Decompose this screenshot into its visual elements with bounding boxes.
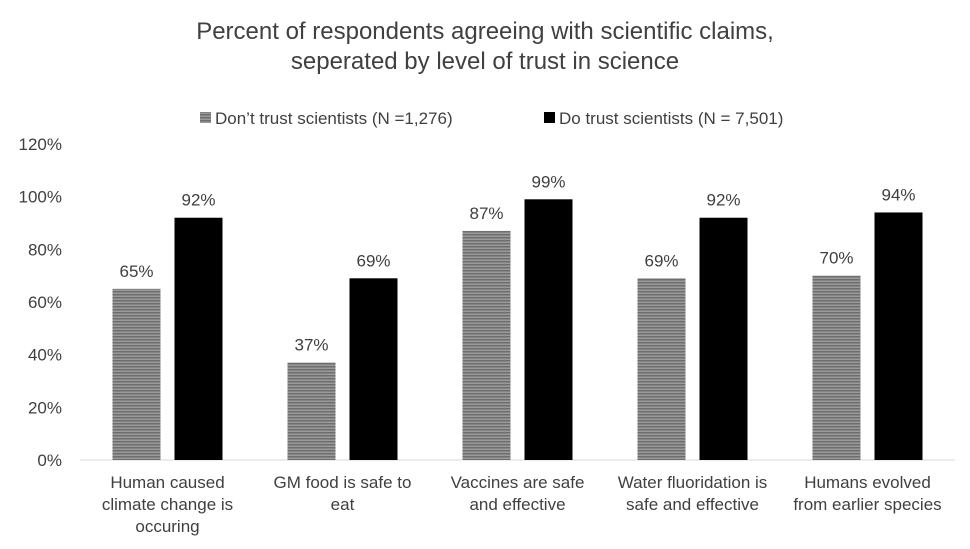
bar-do-trust [524,199,573,461]
category-label: Vaccines are safe [451,473,585,492]
chart-title-line-1: Percent of respondents agreeing with sci… [196,18,774,45]
y-tick-label: 120% [19,135,62,154]
data-label-dont-trust: 65% [119,262,153,281]
y-tick-label: 0% [37,451,62,470]
y-tick-label: 20% [28,398,62,417]
data-label-dont-trust: 37% [294,336,328,355]
bar-dont-trust [462,230,511,460]
category-label: GM food is safe to [274,473,412,492]
legend-swatch-do-trust [544,112,555,123]
y-tick-label: 100% [19,188,62,207]
y-tick-label: 60% [28,293,62,312]
category-label: climate change is [102,495,233,514]
bar-dont-trust [812,275,861,460]
category-label: from earlier species [793,495,941,514]
data-label-do-trust: 94% [881,185,915,204]
category-label: safe and effective [626,495,759,514]
data-label-dont-trust: 69% [644,251,678,270]
legend-swatch-dont-trust [200,112,211,123]
category-labels: Human caused climate change is occuring GM … [102,473,942,536]
data-label-do-trust: 69% [356,251,390,270]
y-tick-label: 80% [28,240,62,259]
category-label: Human caused [110,473,224,492]
data-label-dont-trust: 87% [469,204,503,223]
category-label: eat [331,495,355,514]
category-label: occuring [135,517,199,536]
bar-dont-trust [287,362,336,460]
bar-do-trust [174,217,223,460]
data-label-do-trust: 92% [181,191,215,210]
category-label: Water fluoridation is [618,473,768,492]
bar-do-trust [874,212,923,460]
bar-dont-trust [112,288,161,460]
bars [112,199,923,461]
bar-dont-trust [637,278,686,460]
data-labels: 65% 92% 37% 69% 87% 99% 69% 92% 70% 94% [119,172,915,354]
data-label-do-trust: 92% [706,191,740,210]
bar-do-trust [349,278,398,460]
data-label-dont-trust: 70% [819,249,853,268]
data-label-do-trust: 99% [531,172,565,191]
legend: Don’t trust scientists (N =1,276) Do tru… [200,109,783,128]
y-tick-label: 40% [28,346,62,365]
y-axis-ticks: 0% 20% 40% 60% 80% 100% 120% [19,135,62,470]
chart-title-line-2: seperated by level of trust in science [291,48,679,75]
category-label: Humans evolved [804,473,931,492]
category-label: and effective [469,495,565,514]
bar-do-trust [699,217,748,460]
legend-label-do-trust: Do trust scientists (N = 7,501) [559,109,783,128]
legend-label-dont-trust: Don’t trust scientists (N =1,276) [215,109,453,128]
